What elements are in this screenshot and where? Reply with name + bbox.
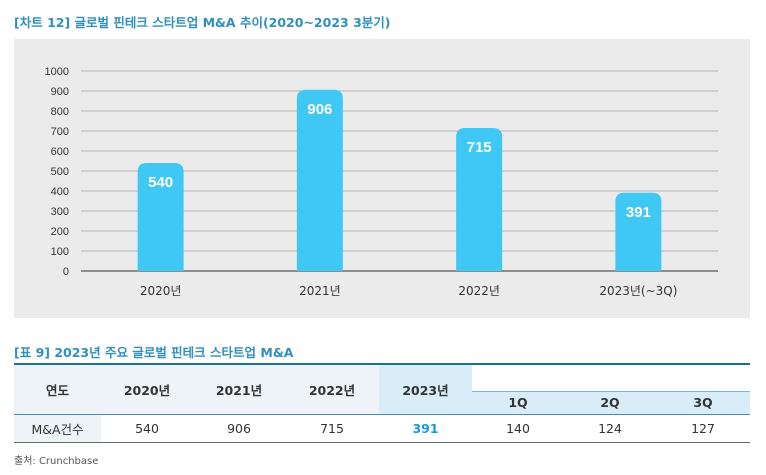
source-note: 출처: Crunchbase	[14, 456, 99, 467]
header-quarter-group	[472, 364, 750, 392]
chart-title: [차트 12] 글로벌 핀테크 스타트업 M&A 추이(2020~2023 3분…	[14, 15, 391, 30]
value-2021: 906	[193, 413, 285, 443]
table-header-row: 연도 2020년 2021년 2022년 2023년	[14, 364, 750, 414]
y-tick-label: 900	[51, 86, 69, 98]
value-2q: 124	[564, 413, 656, 443]
y-tick-label: 700	[51, 126, 69, 138]
y-tick-label: 400	[51, 186, 69, 198]
table-row: M&A건수 540 906 715 391 140 124 127	[14, 413, 750, 443]
bar	[296, 89, 343, 271]
chart-panel: 0 100 200 300 400 500 600 700 800 900 1000 540 2020년…	[14, 39, 750, 318]
y-tick-label: 800	[51, 106, 69, 118]
y-tick-label: 0	[63, 266, 69, 278]
x-tick-label: 2022년	[458, 284, 500, 298]
y-tick-label: 200	[51, 226, 69, 238]
header-quarter-3q: 3Q	[656, 391, 750, 414]
table-quarter-row: 1Q 2Q 3Q	[14, 391, 750, 414]
header-year-2022: 2022년	[285, 364, 379, 414]
x-tick-label: 2023년(~3Q)	[599, 284, 677, 298]
bar-value-label: 906	[307, 101, 332, 118]
table-title: [표 9] 2023년 주요 글로벌 핀테크 스타트업 M&A	[14, 345, 294, 360]
header-year-2021: 2021년	[193, 364, 285, 414]
y-tick-label: 500	[51, 166, 69, 178]
bar	[456, 128, 503, 271]
mna-table: 연도 2020년 2021년 2022년 2023년 1Q 2Q 3Q M&A건…	[14, 363, 750, 443]
value-2023: 391	[379, 413, 472, 443]
header-year-2020: 2020년	[101, 364, 193, 414]
y-tick-label: 1000	[45, 66, 69, 78]
value-3q: 127	[656, 413, 750, 443]
value-2020: 540	[101, 413, 193, 443]
bar	[615, 192, 662, 271]
x-tick-label: 2021년	[299, 284, 341, 298]
header-quarter-1q: 1Q	[472, 391, 564, 414]
header-year-2023: 2023년	[379, 364, 472, 414]
value-1q: 140	[472, 413, 564, 443]
row-label: M&A건수	[14, 413, 101, 443]
bar-value-label: 540	[148, 174, 173, 191]
header-quarter-2q: 2Q	[564, 391, 656, 414]
bar-chart: 0 100 200 300 400 500 600 700 800 900 1000 540 2020년…	[45, 66, 718, 298]
bar-value-label: 715	[467, 139, 492, 156]
bar-value-label: 391	[626, 204, 651, 221]
y-tick-label: 300	[51, 206, 69, 218]
value-2022: 715	[285, 413, 379, 443]
bar	[137, 163, 184, 271]
x-tick-label: 2020년	[140, 284, 182, 298]
y-tick-label: 600	[51, 146, 69, 158]
header-year-label: 연도	[14, 364, 101, 414]
y-tick-label: 100	[51, 246, 69, 258]
